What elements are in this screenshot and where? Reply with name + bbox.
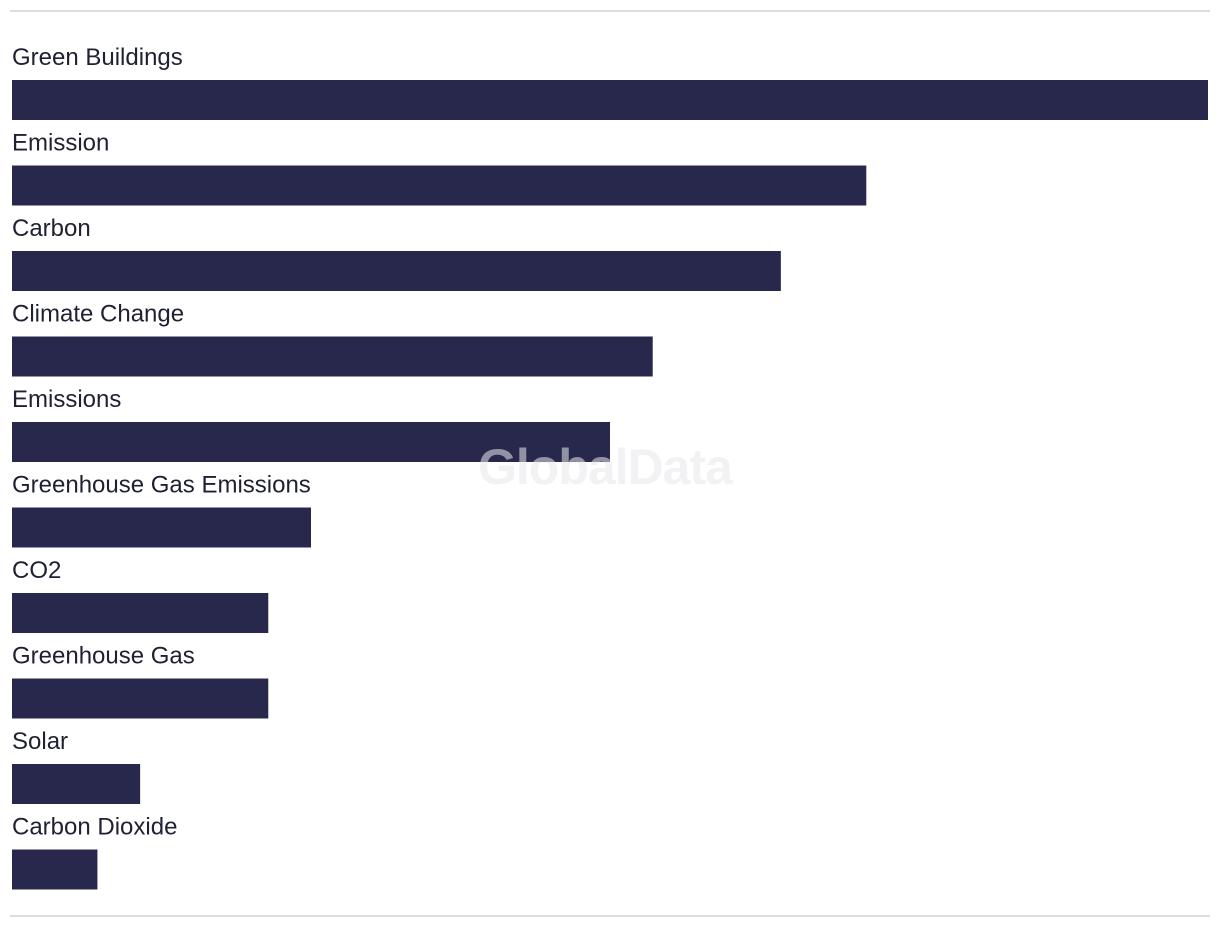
bar[interactable] xyxy=(12,593,269,633)
category-label: CO2 xyxy=(12,557,61,584)
bar[interactable] xyxy=(12,336,653,377)
bar[interactable] xyxy=(12,251,781,291)
bar[interactable] xyxy=(12,764,141,804)
bar[interactable] xyxy=(12,849,98,890)
bottom-divider xyxy=(10,915,1210,917)
bar[interactable] xyxy=(12,678,269,719)
category-label: Greenhouse Gas Emissions xyxy=(12,472,311,499)
top-divider xyxy=(10,10,1210,12)
category-label: Carbon xyxy=(12,215,91,242)
category-label: Carbon Dioxide xyxy=(12,814,177,841)
bar[interactable] xyxy=(12,165,867,206)
category-label: Green Buildings xyxy=(12,44,183,71)
category-label: Climate Change xyxy=(12,301,184,328)
category-label: Greenhouse Gas xyxy=(12,643,195,670)
bar[interactable] xyxy=(12,80,1208,120)
bar[interactable] xyxy=(12,507,311,548)
category-label: Emission xyxy=(12,130,109,157)
bar[interactable] xyxy=(12,422,610,462)
category-label: Solar xyxy=(12,728,68,755)
category-label: Emissions xyxy=(12,386,121,413)
